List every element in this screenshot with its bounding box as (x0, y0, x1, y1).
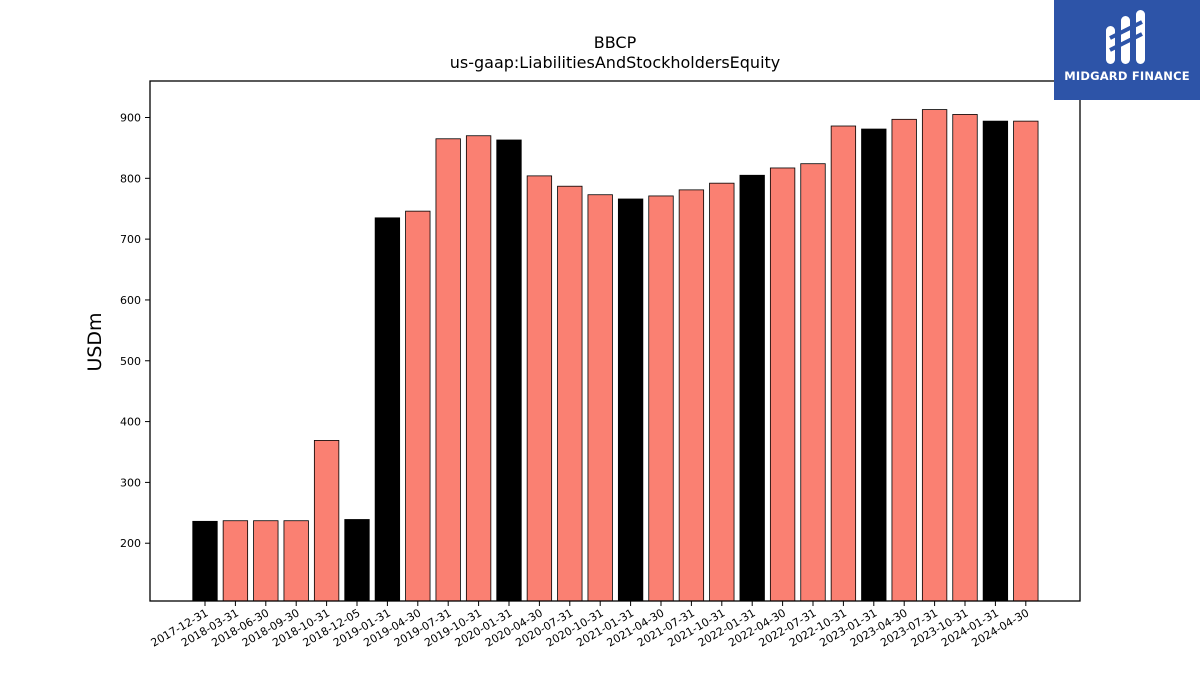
y-tick-label: 500 (120, 355, 141, 368)
bar-2022-04-30 (769, 167, 796, 602)
bar-2019-04-30 (405, 210, 431, 602)
bar-2019-07-31 (435, 138, 461, 602)
y-tick-label: 900 (120, 111, 141, 124)
bar-2021-04-30 (648, 195, 674, 602)
plot-frame (149, 80, 1081, 602)
bar-2018-03-31 (222, 520, 249, 602)
y-tick-label: 200 (120, 537, 141, 550)
y-axis-label: USDm (84, 312, 106, 371)
y-tick-label: 800 (120, 172, 141, 185)
bar-2023-10-31 (952, 114, 978, 602)
bar-2018-12-05 (344, 519, 370, 602)
y-tick-label: 700 (120, 233, 141, 246)
bar-2020-01-31 (496, 139, 522, 602)
bar-2019-10-31 (465, 135, 492, 602)
bar-2021-01-31 (617, 198, 644, 602)
bar-2020-10-31 (587, 194, 613, 602)
bar-2022-10-31 (830, 125, 857, 602)
bars-group (192, 109, 1039, 602)
y-tick-label: 400 (120, 416, 141, 429)
bar-2023-07-31 (921, 109, 948, 602)
y-tick-label: 600 (120, 294, 141, 307)
bar-2018-06-30 (253, 520, 279, 602)
bar-2024-01-31 (982, 120, 1009, 602)
y-axis-ticks: 200 300 400 500 600 700 800 900 (120, 111, 150, 550)
midgard-finance-logo: MIDGARD FINANCE (1054, 0, 1200, 100)
midgard-logo-icon (1106, 10, 1145, 64)
bar-2017-12-31 (192, 520, 218, 602)
bar-2021-10-31 (709, 182, 735, 602)
bar-2024-04-30 (1013, 120, 1039, 602)
bar-2023-01-31 (861, 128, 887, 602)
bar-2022-01-31 (739, 174, 765, 602)
bar-2018-10-31 (313, 440, 340, 602)
bar-2022-07-31 (800, 163, 826, 602)
chart-subtitle: us-gaap:LiabilitiesAndStockholdersEquity (450, 53, 781, 72)
logo-text: MIDGARD FINANCE (1064, 69, 1190, 83)
x-axis-ticks: 2017-12-312018-03-312018-06-302018-09-30… (149, 601, 1031, 650)
bar-2023-04-30 (891, 118, 917, 602)
bar-2020-04-30 (526, 175, 553, 602)
bar-2019-01-31 (374, 217, 401, 602)
chart-title: BBCP (594, 33, 637, 52)
bar-2018-09-30 (283, 520, 309, 602)
bar-2021-07-31 (678, 189, 705, 602)
bar-2020-07-31 (557, 185, 583, 602)
y-tick-label: 300 (120, 476, 141, 489)
